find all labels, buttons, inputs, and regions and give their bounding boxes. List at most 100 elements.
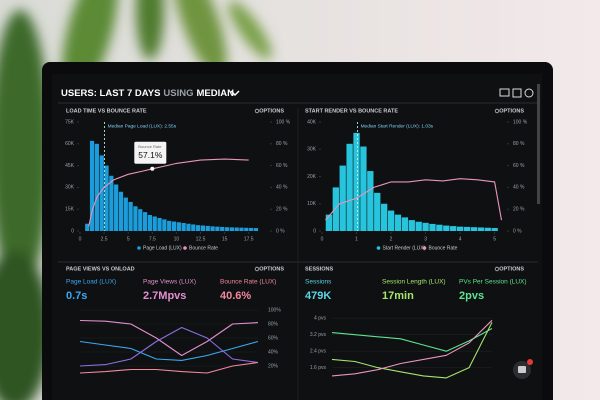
legend-label: Page Load (LUX) [143, 245, 182, 251]
dropdown-chevron[interactable] [230, 90, 240, 97]
legend-swatch [183, 246, 187, 250]
help-icon[interactable] [524, 88, 534, 98]
histogram-bar [94, 143, 99, 231]
y2-tick-label: 80 % [276, 141, 288, 147]
histogram-bar [463, 226, 471, 231]
histogram-bar [484, 227, 491, 231]
y2-tick-label: 20 % [513, 207, 525, 213]
histogram-bar [200, 225, 206, 231]
legend-label: Start Render (LUX) [383, 245, 426, 251]
scrollbar[interactable] [537, 84, 540, 204]
histogram-bar [186, 223, 191, 231]
options-button[interactable]: OPTIONS [259, 108, 284, 114]
gear-icon [254, 266, 260, 272]
histogram-bar [443, 225, 450, 231]
histogram-bar [104, 165, 109, 231]
x-tick-label: 7.5 [149, 236, 156, 242]
legend-label: Bounce Rate [429, 245, 458, 251]
gear-icon [254, 108, 260, 114]
stat-value: 0.7s [66, 290, 87, 302]
x-tick-label: 3 [424, 236, 427, 242]
histogram-bar [456, 226, 464, 231]
histogram-bar [133, 206, 138, 231]
histogram-bar [85, 223, 90, 231]
y-tick-label: 100% [268, 307, 281, 313]
histogram-bar [450, 226, 457, 231]
line-series [331, 319, 493, 377]
histogram-bar [118, 191, 124, 231]
stat-label: Bounce Rate (LUX) [220, 279, 276, 286]
options-button[interactable]: OPTIONS [259, 266, 284, 272]
histogram-bar [325, 214, 333, 231]
y2-tick-label: 0 % [276, 228, 285, 234]
histogram-bar [415, 221, 422, 231]
y-tick-label: 20K [307, 174, 317, 180]
legend-label: Bounce Rate [189, 245, 218, 251]
y-tick-label: 20% [268, 363, 279, 369]
tooltip [134, 141, 167, 164]
title-part: USING [163, 88, 193, 99]
histogram-bar [195, 225, 201, 231]
histogram-bar [157, 217, 162, 231]
tooltip-point [150, 166, 155, 171]
image-icon[interactable] [512, 88, 522, 98]
y-tick-label: 0 [71, 228, 74, 234]
line-series [79, 326, 259, 367]
x-tick-label: 2.5 [101, 236, 108, 242]
histogram-bar [339, 165, 346, 231]
legend-swatch [422, 246, 427, 250]
histogram-bar [429, 223, 436, 231]
median-label: Median Start Render (LUX): 1.03s [361, 123, 434, 129]
x-tick-label: 0 [321, 236, 324, 242]
histogram-bar [229, 227, 234, 231]
histogram-bar [152, 216, 157, 231]
x-tick-label: 17.5 [244, 236, 254, 242]
stat-label: PVs Per Session (LUX) [459, 279, 527, 286]
line-series [79, 340, 259, 361]
y2-tick-label: 100 % [276, 119, 291, 125]
title-part[interactable]: MEDIAN [197, 88, 235, 99]
histogram-bar [191, 224, 196, 231]
y2-tick-label: 100 % [513, 119, 528, 125]
histogram-bar [142, 212, 148, 231]
panel-title: SESSIONS [305, 266, 333, 272]
monitor-icon[interactable] [499, 88, 510, 97]
line-series [331, 322, 493, 379]
histogram-bar [374, 192, 381, 231]
histogram-bar [220, 226, 225, 231]
x-tick-label: 5 [127, 236, 130, 242]
options-button[interactable]: OPTIONS [499, 108, 524, 114]
stat-label: Session Length (LUX) [382, 279, 446, 286]
histogram-bar [147, 215, 153, 231]
tooltip-label: Bounce Rate [138, 144, 162, 149]
line-series [325, 178, 503, 221]
x-tick-label: 0 [79, 236, 82, 242]
x-tick-label: 15 [222, 236, 228, 242]
histogram-bar [99, 155, 104, 231]
y-tick-label: 40K [307, 119, 317, 125]
panel-title: PAGE VIEWS VS ONLOAD [66, 266, 135, 272]
x-tick-label: 2 [390, 236, 393, 242]
histogram-bar [353, 132, 360, 231]
histogram-bar [176, 222, 181, 231]
stat-label: Page Views (LUX) [143, 279, 196, 286]
histogram-bar [401, 217, 409, 231]
histogram-bar [408, 220, 415, 231]
chat-icon [518, 366, 526, 373]
histogram-bar [210, 226, 215, 231]
histogram-bar [491, 228, 498, 231]
options-button[interactable]: OPTIONS [499, 266, 524, 272]
histogram-bar [346, 143, 353, 231]
x-tick-label: 10 [174, 236, 180, 242]
histogram-bar [394, 214, 402, 231]
histogram-bar [387, 210, 395, 231]
y-tick-label: 45K [65, 163, 75, 169]
y-tick-label: 0 [313, 228, 316, 234]
y2-tick-label: 40 % [276, 185, 288, 191]
x-tick-label: 1 [355, 236, 358, 242]
y2-tick-label: 0 % [513, 228, 522, 234]
y-tick-label: 4 pvs [314, 316, 326, 322]
y2-tick-label: 60 % [513, 163, 525, 169]
